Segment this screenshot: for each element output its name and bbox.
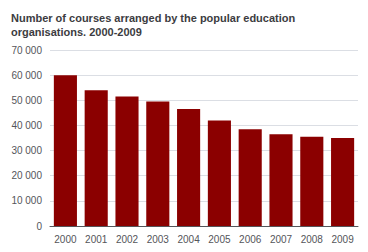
svg-text:2006: 2006 bbox=[239, 234, 262, 245]
svg-text:2009: 2009 bbox=[331, 234, 354, 245]
svg-text:0: 0 bbox=[36, 221, 42, 232]
svg-text:70 000: 70 000 bbox=[11, 45, 42, 56]
svg-text:2002: 2002 bbox=[116, 234, 139, 245]
svg-text:organisations. 2000-2009: organisations. 2000-2009 bbox=[11, 26, 142, 38]
svg-text:40 000: 40 000 bbox=[11, 120, 42, 131]
svg-text:10 000: 10 000 bbox=[11, 195, 42, 206]
svg-text:Number of courses arranged by: Number of courses arranged by the popula… bbox=[11, 12, 295, 24]
svg-text:30 000: 30 000 bbox=[11, 145, 42, 156]
svg-text:2005: 2005 bbox=[208, 234, 231, 245]
svg-text:2000: 2000 bbox=[54, 234, 77, 245]
svg-text:2001: 2001 bbox=[85, 234, 108, 245]
svg-text:2008: 2008 bbox=[301, 234, 324, 245]
svg-text:2004: 2004 bbox=[177, 234, 200, 245]
svg-text:50 000: 50 000 bbox=[11, 95, 42, 106]
svg-text:2007: 2007 bbox=[270, 234, 293, 245]
svg-text:2003: 2003 bbox=[147, 234, 170, 245]
svg-text:20 000: 20 000 bbox=[11, 170, 42, 181]
svg-text:60 000: 60 000 bbox=[11, 70, 42, 81]
